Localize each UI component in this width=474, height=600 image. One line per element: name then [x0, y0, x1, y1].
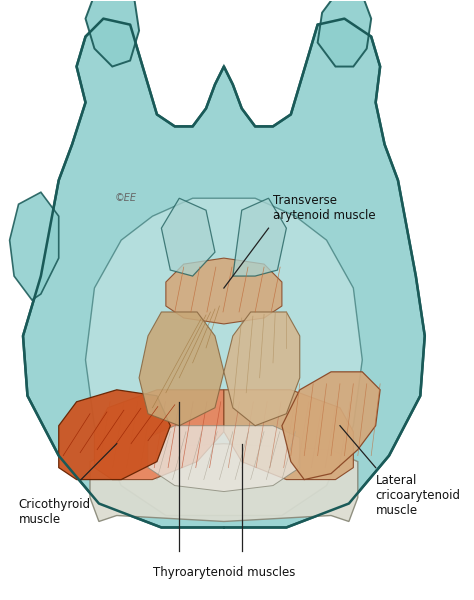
- Text: ©EE: ©EE: [115, 193, 137, 203]
- Polygon shape: [59, 390, 170, 479]
- Polygon shape: [233, 198, 286, 276]
- Polygon shape: [318, 0, 371, 67]
- Polygon shape: [166, 258, 282, 324]
- Polygon shape: [148, 426, 300, 491]
- Polygon shape: [161, 198, 215, 276]
- Polygon shape: [85, 0, 139, 67]
- Polygon shape: [9, 192, 59, 300]
- Polygon shape: [139, 312, 224, 426]
- Text: Lateral
cricoarytenoid
muscle: Lateral cricoarytenoid muscle: [376, 473, 461, 517]
- Polygon shape: [224, 312, 300, 426]
- Polygon shape: [224, 390, 353, 479]
- Text: Transverse
arytenoid muscle: Transverse arytenoid muscle: [273, 194, 375, 222]
- Text: Thyroarytenoid muscles: Thyroarytenoid muscles: [153, 566, 295, 579]
- Polygon shape: [23, 19, 425, 527]
- Polygon shape: [90, 443, 358, 521]
- Polygon shape: [85, 198, 362, 515]
- Polygon shape: [282, 372, 380, 479]
- Text: Cricothyroid
muscle: Cricothyroid muscle: [18, 497, 91, 526]
- Polygon shape: [94, 390, 224, 479]
